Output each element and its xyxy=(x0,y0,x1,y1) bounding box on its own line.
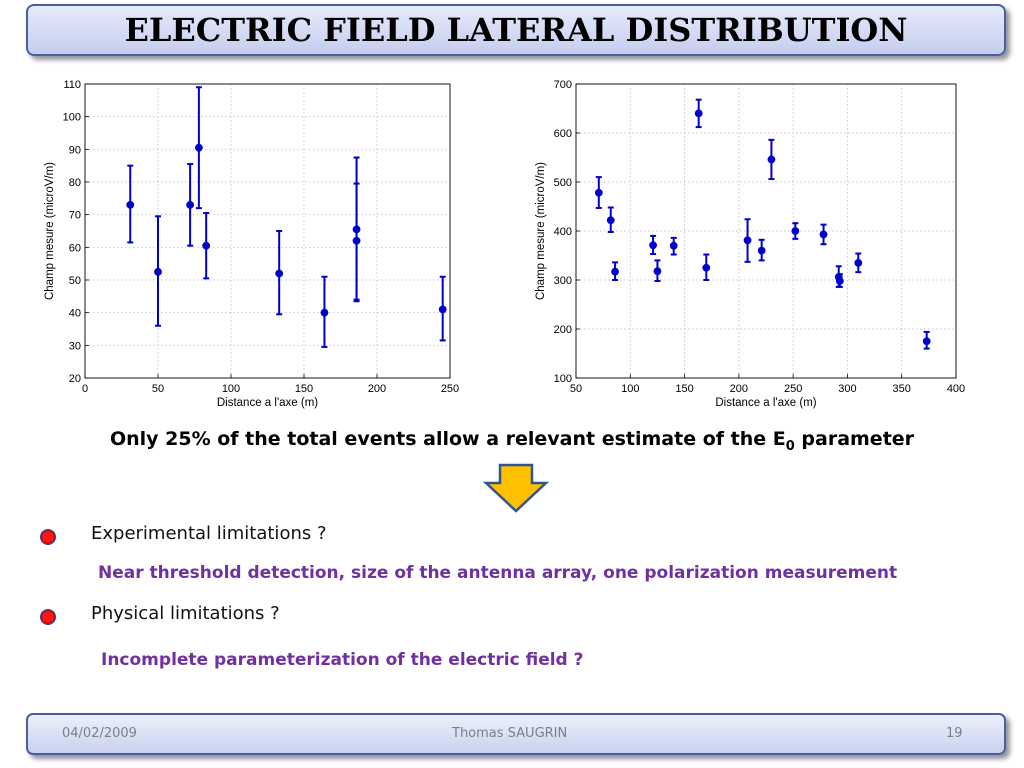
summary-suffix: parameter xyxy=(794,428,915,450)
y-tick-label: 30 xyxy=(69,340,81,352)
x-tick-label: 300 xyxy=(838,383,856,395)
data-point xyxy=(702,263,711,272)
y-tick-label: 500 xyxy=(554,177,572,189)
y-tick-label: 80 xyxy=(69,177,81,189)
data-point xyxy=(791,227,800,235)
field-vs-distance-chart-left: 0 50 100 150 200 250 20 30 40 50 60 70 80 90 100 110 Dis… xyxy=(44,79,459,409)
y-tick-label: 60 xyxy=(69,242,81,254)
plot-area xyxy=(85,84,450,378)
footer-bar: 04/02/2009 Thomas SAUGRIN 19 xyxy=(26,713,1006,755)
data-point xyxy=(854,258,863,267)
experimental-limitations-label: Experimental limitations ? xyxy=(91,523,327,544)
x-tick-label: 50 xyxy=(152,383,164,395)
data-point xyxy=(275,269,284,278)
data-point xyxy=(352,236,361,245)
y-tick-label: 110 xyxy=(63,79,81,91)
x-tick-label: 250 xyxy=(441,383,459,395)
down-arrow-icon xyxy=(483,463,549,513)
data-point xyxy=(694,109,703,118)
x-axis-label: Distance a l'axe (m) xyxy=(217,397,318,409)
y-tick-label: 200 xyxy=(554,324,572,336)
data-point xyxy=(611,267,619,276)
slide-title: ELECTRIC FIELD LATERAL DISTRIBUTION xyxy=(124,11,908,49)
field-vs-distance-chart-right: 50 100 150 200 250 300 350 40010020030040050060… xyxy=(535,79,965,409)
x-tick-label: 200 xyxy=(368,383,386,395)
data-point xyxy=(757,246,766,255)
physical-limitations-label: Physical limitations ? xyxy=(91,603,280,624)
y-axis-label: Champ mesure (microV/m) xyxy=(44,162,56,300)
data-point xyxy=(320,308,329,317)
data-point xyxy=(767,155,776,164)
y-tick-label: 100 xyxy=(554,373,572,385)
data-point xyxy=(743,236,752,245)
plot-frame xyxy=(84,83,451,379)
x-tick-label: 100 xyxy=(222,383,240,395)
y-tick-label: 400 xyxy=(554,226,572,238)
x-tick-label: 50 xyxy=(570,383,582,395)
slide-title-bar: ELECTRIC FIELD LATERAL DISTRIBUTION xyxy=(26,4,1006,56)
y-tick-label: 50 xyxy=(69,275,81,287)
data-point xyxy=(186,200,195,209)
data-point xyxy=(606,216,615,225)
y-tick-label: 40 xyxy=(69,308,81,320)
summary-subscript: 0 xyxy=(785,438,795,454)
data-point xyxy=(154,267,162,276)
x-tick-label: 350 xyxy=(893,383,911,395)
y-tick-label: 90 xyxy=(69,144,81,156)
data-point xyxy=(835,277,844,285)
x-tick-label: 200 xyxy=(730,383,748,395)
y-tick-label: 300 xyxy=(554,275,572,287)
data-point xyxy=(819,230,828,239)
footer-author: Thomas SAUGRIN xyxy=(452,726,568,741)
summary-prefix: Only 25% of the total events allow a rel… xyxy=(109,428,786,450)
x-tick-label: 100 xyxy=(621,383,639,395)
bullet-experimental xyxy=(40,529,56,545)
footer-page-number: 19 xyxy=(946,726,963,741)
data-point xyxy=(669,241,678,250)
data-point xyxy=(594,188,603,197)
x-tick-label: 0 xyxy=(82,383,88,395)
x-axis-label: Distance a l'axe (m) xyxy=(715,397,816,409)
data-point xyxy=(194,143,203,152)
experimental-limitations-detail: Near threshold detection, size of the an… xyxy=(98,563,898,583)
y-tick-label: 700 xyxy=(554,79,572,91)
y-tick-label: 100 xyxy=(63,112,81,124)
plot-frame xyxy=(575,83,957,379)
x-tick-label: 150 xyxy=(675,383,693,395)
data-point xyxy=(649,241,657,250)
data-point xyxy=(922,337,931,346)
x-tick-label: 400 xyxy=(947,383,965,395)
data-point xyxy=(653,267,662,276)
data-point xyxy=(126,200,135,209)
y-tick-label: 70 xyxy=(69,210,81,222)
y-tick-label: 600 xyxy=(554,128,572,140)
bullet-physical xyxy=(40,609,56,625)
data-point xyxy=(438,305,447,314)
physical-limitations-detail: Incomplete parameterization of the elect… xyxy=(101,650,584,670)
x-tick-label: 250 xyxy=(784,383,802,395)
footer-date: 04/02/2009 xyxy=(62,726,137,741)
data-point xyxy=(202,241,211,250)
summary-statement: Only 25% of the total events allow a rel… xyxy=(0,428,1024,454)
y-axis-label: Champ mesure (microV/m) xyxy=(535,162,547,300)
y-tick-label: 20 xyxy=(69,373,81,385)
x-tick-label: 150 xyxy=(295,383,313,395)
